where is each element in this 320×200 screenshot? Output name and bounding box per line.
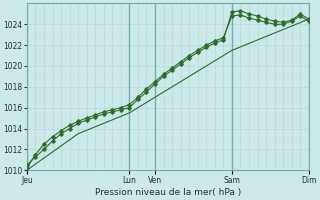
X-axis label: Pression niveau de la mer( hPa ): Pression niveau de la mer( hPa ) xyxy=(95,188,241,197)
